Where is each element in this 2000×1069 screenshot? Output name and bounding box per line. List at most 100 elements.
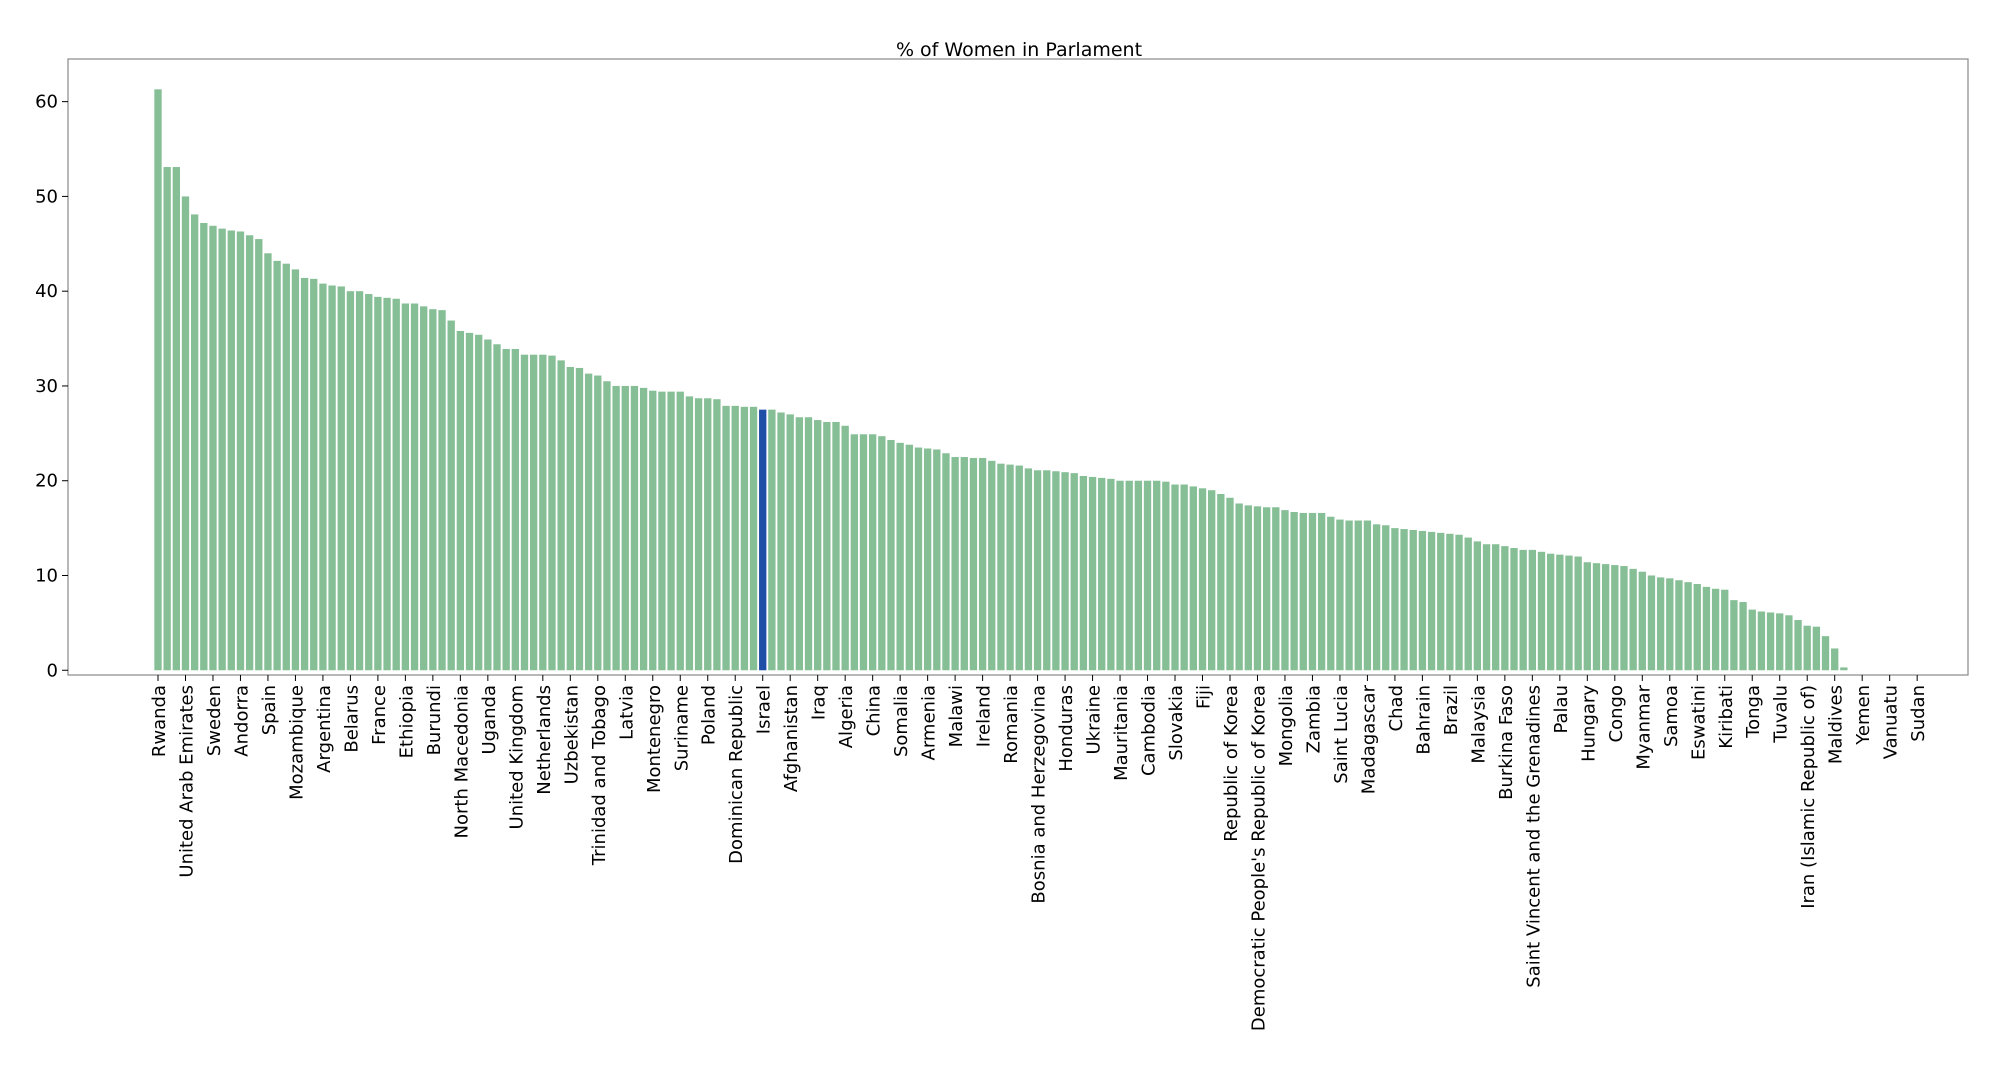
bar-45 <box>566 367 574 671</box>
bar-128 <box>1327 516 1335 671</box>
bar-158 <box>1601 564 1610 671</box>
x-tick-label: Mozambique <box>286 685 307 800</box>
bar-3 <box>181 196 190 671</box>
bar-108 <box>1143 480 1152 671</box>
bar-62 <box>722 405 730 671</box>
bar-21 <box>346 291 355 671</box>
bar-120 <box>1253 506 1262 671</box>
bar-92 <box>997 463 1005 671</box>
bar-97 <box>1043 470 1051 671</box>
x-tick-label: Sudan <box>1908 685 1929 742</box>
bar-55 <box>658 391 666 671</box>
bar-77 <box>859 434 868 671</box>
bar-63 <box>731 405 739 671</box>
bar-176 <box>1766 612 1775 671</box>
x-tick-label: Argentina <box>314 685 335 773</box>
x-tick-label: Saint Vincent and the Grenadines <box>1523 685 1544 988</box>
bar-88 <box>960 457 968 671</box>
bar-36 <box>484 339 492 671</box>
bar-102 <box>1088 476 1097 671</box>
bar-42 <box>539 354 547 671</box>
bar-134 <box>1382 525 1390 671</box>
bar-155 <box>1574 556 1582 671</box>
bar-165 <box>1666 578 1674 671</box>
x-tick-label: Mongolia <box>1276 685 1297 766</box>
bar-28 <box>410 303 419 671</box>
bar-130 <box>1345 520 1353 671</box>
bar-25 <box>383 297 391 671</box>
bar-99 <box>1061 472 1069 671</box>
x-tick-label: Republic of Korea <box>1221 685 1242 842</box>
bar-104 <box>1107 478 1115 671</box>
bar-38 <box>502 348 510 671</box>
x-tick-label: Palau <box>1551 685 1572 734</box>
x-tick-label: Iraq <box>809 685 830 720</box>
bar-47 <box>584 373 593 671</box>
bar-85 <box>933 449 941 671</box>
bar-111 <box>1171 484 1179 671</box>
bar-96 <box>1033 470 1042 671</box>
bar-178 <box>1785 615 1793 671</box>
bar-131 <box>1354 520 1362 671</box>
bar-27 <box>401 303 410 671</box>
x-tick-label: Montenegro <box>644 685 665 793</box>
y-tick-label: 20 <box>35 471 58 492</box>
bar-86 <box>942 453 950 671</box>
bar-34 <box>465 332 474 671</box>
bar-121 <box>1262 507 1271 671</box>
bar-82 <box>905 444 913 671</box>
y-tick-label: 10 <box>35 565 58 586</box>
bar-117 <box>1226 497 1234 671</box>
x-tick-label: Malaysia <box>1468 685 1489 764</box>
bar-51 <box>621 385 629 671</box>
bar-74 <box>832 421 840 671</box>
bar-182 <box>1821 636 1830 671</box>
bar-154 <box>1565 555 1573 671</box>
bar-68 <box>777 412 785 671</box>
bar-41 <box>529 354 538 671</box>
bar-16 <box>300 277 309 671</box>
bar-126 <box>1308 512 1317 671</box>
bar-19 <box>328 285 336 671</box>
bar-171 <box>1721 589 1729 671</box>
x-tick-label: Tonga <box>1743 685 1764 739</box>
x-tick-label: Bosnia and Herzegovina <box>1029 685 1050 904</box>
x-tick-label: Israel <box>754 685 775 734</box>
bar-39 <box>511 348 519 671</box>
x-tick-label: Kiribati <box>1716 685 1737 749</box>
x-tick-label: Fiji <box>1194 685 1215 709</box>
bar-81 <box>896 442 904 671</box>
bar-146 <box>1492 544 1500 671</box>
y-tick-label: 40 <box>35 281 58 302</box>
bar-125 <box>1299 512 1307 671</box>
bar-180 <box>1803 625 1811 671</box>
bar-35 <box>475 334 483 671</box>
bar-84 <box>923 448 932 671</box>
bar-129 <box>1336 519 1344 671</box>
bar-152 <box>1547 553 1555 671</box>
bar-1 <box>163 167 171 671</box>
bar-32 <box>447 320 455 671</box>
bar-79 <box>878 436 886 671</box>
bar-65 <box>749 406 758 671</box>
x-tick-label: Armenia <box>919 685 940 760</box>
x-tick-label: Poland <box>699 685 720 745</box>
bar-172 <box>1730 600 1738 671</box>
bar-179 <box>1794 620 1802 671</box>
bar-116 <box>1217 493 1225 671</box>
bar-148 <box>1510 548 1518 671</box>
bar-145 <box>1482 544 1491 671</box>
x-tick-label: Bahrain <box>1413 685 1434 755</box>
bar-136 <box>1400 529 1408 671</box>
bar-160 <box>1620 566 1628 671</box>
bar-166 <box>1675 580 1683 671</box>
bar-24 <box>374 296 382 671</box>
bar-170 <box>1711 588 1720 671</box>
bar-9 <box>236 231 245 671</box>
x-tick-label: Cambodia <box>1139 685 1160 776</box>
bar-31 <box>438 310 446 671</box>
bar-169 <box>1702 586 1711 671</box>
bar-151 <box>1537 551 1546 671</box>
bar-153 <box>1556 554 1564 671</box>
x-tick-label: Zambia <box>1303 685 1324 753</box>
